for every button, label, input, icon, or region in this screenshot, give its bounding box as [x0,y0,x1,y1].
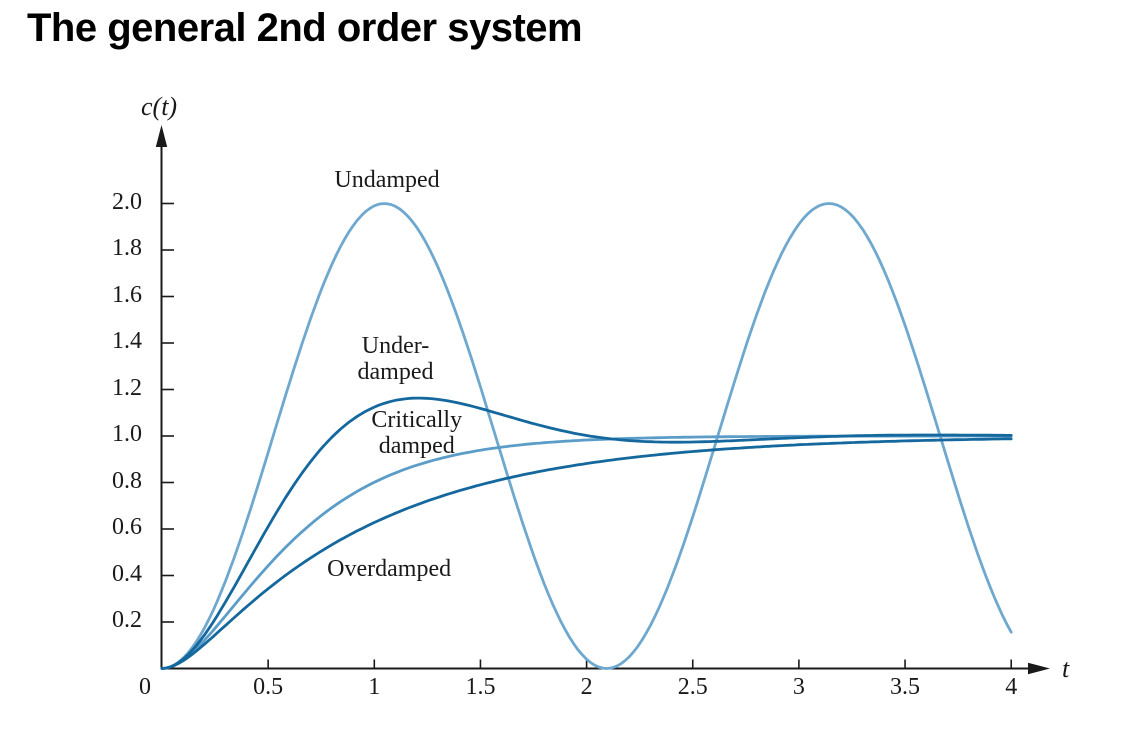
critically-damped-label: Critically damped [371,406,463,459]
x-tick-label: 2.5 [677,674,708,700]
x-tick-label: 1 [368,674,381,700]
page-title: The general 2nd order system [27,6,583,50]
y-tick-label: 1.0 [112,421,142,447]
y-tick-label: 1.8 [112,235,142,261]
curve-undamped [160,202,1013,670]
x-tick-label: 3 [792,674,805,700]
overdamped-label: Overdamped [327,555,452,582]
x-tick-label: 3.5 [890,674,921,700]
y-tick-label: 0.2 [112,607,142,633]
x-tick-label: 0 [139,674,151,700]
curve-underdamped [160,396,1013,670]
x-tick-label: 1.5 [465,674,496,700]
y-tick-label: 0.4 [112,560,142,587]
y-tick-label: 1.6 [112,281,142,308]
undamped-label: Undamped [334,167,440,194]
y-tick-label: 1.2 [112,374,142,401]
x-tick-label: 0.5 [253,674,284,700]
y-tick-label: 1.4 [112,328,142,354]
x-tick-label: 2 [580,674,593,700]
y-tick-label: 2.0 [112,188,142,215]
x-axis-title: t [1062,654,1070,683]
y-tick-label: 0.6 [112,514,142,540]
x-axis-arrow-icon [1028,662,1050,675]
y-tick-label: 0.8 [112,467,142,494]
curve-critically-damped [160,434,1013,670]
y-axis-title: c(t) [141,92,178,121]
x-tick-label: 4 [1005,674,1018,700]
curve-overdamped [160,437,1013,670]
underdamped-label: Under-damped [357,333,434,386]
y-axis-arrow-icon [155,125,168,147]
